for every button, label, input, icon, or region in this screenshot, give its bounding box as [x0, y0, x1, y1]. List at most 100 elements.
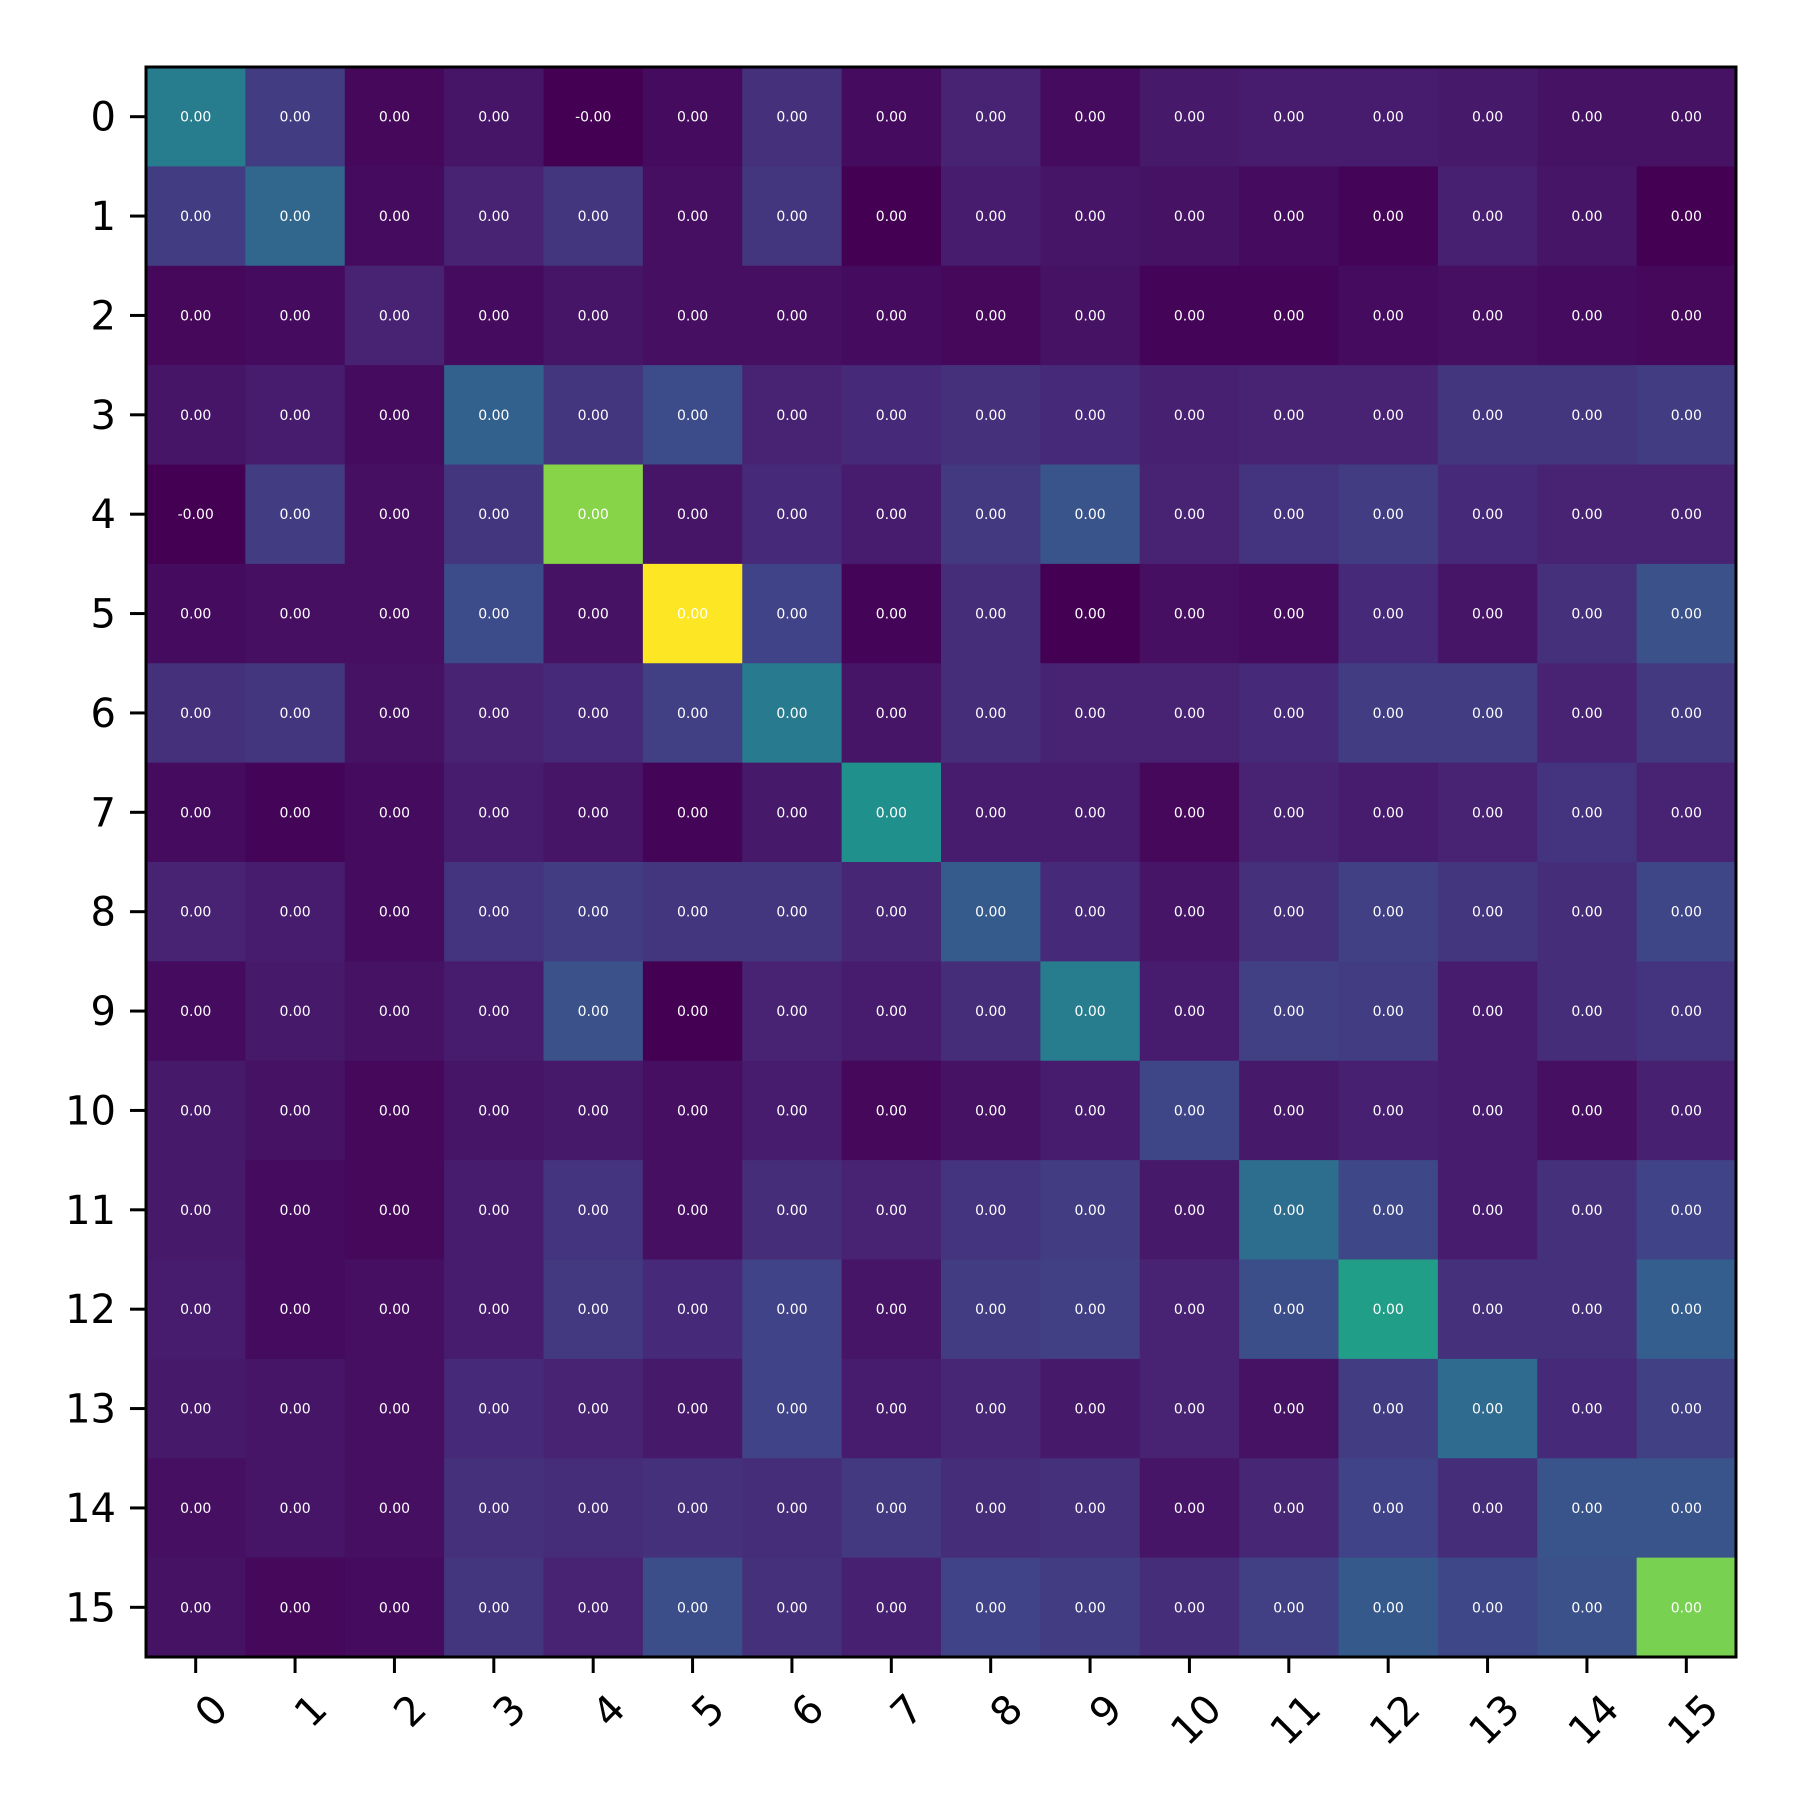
heatmap-cell-r4-c15: [1636, 464, 1737, 565]
heatmap-cell-r2-c13: [1437, 265, 1538, 366]
cell-value-label-r8-c1: 0.00: [279, 905, 310, 921]
heatmap-cell-r8-c12: [1338, 862, 1439, 962]
heatmap-cell-r8-c0: [146, 862, 246, 962]
heatmap-cell-r9-c6: [742, 961, 843, 1062]
cell-value-label-r14-c13: 0.00: [1472, 1501, 1503, 1517]
heatmap-cell-r9-c13: [1437, 961, 1538, 1062]
cell-value-label-r5-c6: 0.00: [776, 607, 807, 623]
cell-value-label-r5-c12: 0.00: [1373, 607, 1404, 623]
heatmap-cell-r0-c6: [742, 67, 843, 167]
cell-value-label-r7-c2: 0.00: [379, 805, 410, 821]
cell-value-label-r5-c11: 0.00: [1273, 607, 1304, 623]
heatmap-cell-r0-c11: [1239, 67, 1339, 167]
heatmap-cell-r7-c5: [642, 762, 743, 863]
heatmap-cell-r13-c12: [1338, 1358, 1439, 1459]
cell-value-label-r12-c6: 0.00: [776, 1302, 807, 1318]
heatmap-cell-r7-c3: [444, 762, 544, 863]
x-axis: 0 1 2 3 4 5 6 7 8 9 10 11 12 13 14 15: [187, 1657, 1728, 1754]
cell-value-label-r4-c7: 0.00: [876, 507, 907, 523]
heatmap-cell-r7-c15: [1636, 762, 1737, 863]
heatmap-cell-r5-c10: [1139, 563, 1240, 664]
heatmap-cell-r7-c13: [1437, 762, 1538, 863]
heatmap-cell-r0-c13: [1437, 67, 1538, 167]
heatmap-cell-r4-c3: [444, 464, 544, 565]
cell-value-label-r2-c0: 0.00: [180, 308, 211, 324]
cell-value-label-r13-c9: 0.00: [1074, 1402, 1105, 1418]
cell-value-label-r2-c10: 0.00: [1174, 308, 1205, 324]
heatmap-cell-r9-c15: [1636, 961, 1737, 1062]
heatmap-cell-r8-c13: [1437, 862, 1538, 962]
heatmap-cell-r14-c14: [1537, 1458, 1638, 1559]
cell-value-label-r10-c9: 0.00: [1074, 1103, 1105, 1119]
cell-value-label-r10-c7: 0.00: [876, 1103, 907, 1119]
cell-value-label-r0-c13: 0.00: [1472, 110, 1503, 126]
cell-value-label-r9-c14: 0.00: [1571, 1004, 1602, 1020]
cell-value-label-r15-c8: 0.00: [975, 1600, 1006, 1616]
heatmap-cell-r0-c2: [344, 67, 445, 167]
heatmap-cell-r14-c10: [1139, 1458, 1240, 1559]
cell-value-label-r13-c7: 0.00: [876, 1402, 907, 1418]
cell-value-label-r10-c8: 0.00: [975, 1103, 1006, 1119]
cell-value-label-r8-c7: 0.00: [876, 905, 907, 921]
heatmap-cell-r10-c2: [344, 1060, 445, 1161]
cell-value-label-r12-c11: 0.00: [1273, 1302, 1304, 1318]
heatmap-cell-r3-c2: [344, 365, 445, 465]
cell-value-label-r2-c11: 0.00: [1273, 308, 1304, 324]
x-tick-label-8: 8: [982, 1686, 1033, 1737]
heatmap-cell-r6-c6: [742, 663, 843, 764]
cell-value-label-r1-c1: 0.00: [279, 209, 310, 225]
heatmap-cell-r15-c15: [1636, 1557, 1737, 1658]
heatmap-cell-r13-c2: [344, 1358, 445, 1459]
heatmap-cell-r3-c5: [642, 365, 743, 465]
cell-value-label-r0-c8: 0.00: [975, 110, 1006, 126]
heatmap-cell-r4-c4: [543, 464, 644, 565]
cell-value-label-r8-c15: 0.00: [1671, 905, 1702, 921]
cell-value-label-r4-c12: 0.00: [1373, 507, 1404, 523]
heatmap-cell-r15-c13: [1437, 1557, 1538, 1658]
cell-value-label-r5-c7: 0.00: [876, 607, 907, 623]
cell-value-label-r11-c14: 0.00: [1571, 1203, 1602, 1219]
cell-value-label-r2-c15: 0.00: [1671, 308, 1702, 324]
cell-value-label-r3-c1: 0.00: [279, 408, 310, 424]
cells-layer: [146, 67, 1737, 1658]
cell-value-label-r1-c10: 0.00: [1174, 209, 1205, 225]
x-tick-label-9: 9: [1081, 1686, 1132, 1737]
cell-value-label-r15-c14: 0.00: [1571, 1600, 1602, 1616]
heatmap-cell-r9-c4: [543, 961, 644, 1062]
heatmap-cell-r0-c14: [1537, 67, 1638, 167]
cell-value-label-r1-c2: 0.00: [379, 209, 410, 225]
heatmap-cell-r13-c15: [1636, 1358, 1737, 1459]
heatmap-cell-r11-c6: [742, 1160, 843, 1260]
cell-value-label-r6-c13: 0.00: [1472, 706, 1503, 722]
cell-value-label-r13-c11: 0.00: [1273, 1402, 1304, 1418]
heatmap-cell-r4-c7: [841, 464, 942, 565]
cell-value-label-r4-c14: 0.00: [1571, 507, 1602, 523]
heatmap-cell-r15-c7: [841, 1557, 942, 1658]
cell-value-label-r11-c6: 0.00: [776, 1203, 807, 1219]
cell-value-label-r1-c9: 0.00: [1074, 209, 1105, 225]
cell-value-label-r8-c2: 0.00: [379, 905, 410, 921]
cell-value-label-r2-c4: 0.00: [578, 308, 609, 324]
heatmap-cell-r11-c3: [444, 1160, 544, 1260]
heatmap-cell-r11-c7: [841, 1160, 942, 1260]
cell-value-label-r13-c10: 0.00: [1174, 1402, 1205, 1418]
cell-value-label-r7-c9: 0.00: [1074, 805, 1105, 821]
cell-value-label-r3-c13: 0.00: [1472, 408, 1503, 424]
heatmap-cell-r2-c9: [1040, 265, 1141, 366]
cell-value-label-r3-c5: 0.00: [677, 408, 708, 424]
heatmap-cell-r10-c13: [1437, 1060, 1538, 1161]
cell-value-label-r8-c12: 0.00: [1373, 905, 1404, 921]
cell-value-label-r6-c1: 0.00: [279, 706, 310, 722]
x-tick-label-13: 13: [1460, 1686, 1529, 1755]
cell-value-label-r6-c2: 0.00: [379, 706, 410, 722]
cell-value-label-r8-c3: 0.00: [478, 905, 509, 921]
heatmap-cell-r8-c5: [642, 862, 743, 962]
cell-value-label-r3-c11: 0.00: [1273, 408, 1304, 424]
heatmap-cell-r15-c14: [1537, 1557, 1638, 1658]
cell-value-label-r7-c0: 0.00: [180, 805, 211, 821]
heatmap-cell-r14-c13: [1437, 1458, 1538, 1559]
cell-value-label-r1-c4: 0.00: [578, 209, 609, 225]
heatmap-cell-r13-c11: [1239, 1358, 1339, 1459]
cell-value-label-r4-c15: 0.00: [1671, 507, 1702, 523]
cell-value-label-r11-c0: 0.00: [180, 1203, 211, 1219]
